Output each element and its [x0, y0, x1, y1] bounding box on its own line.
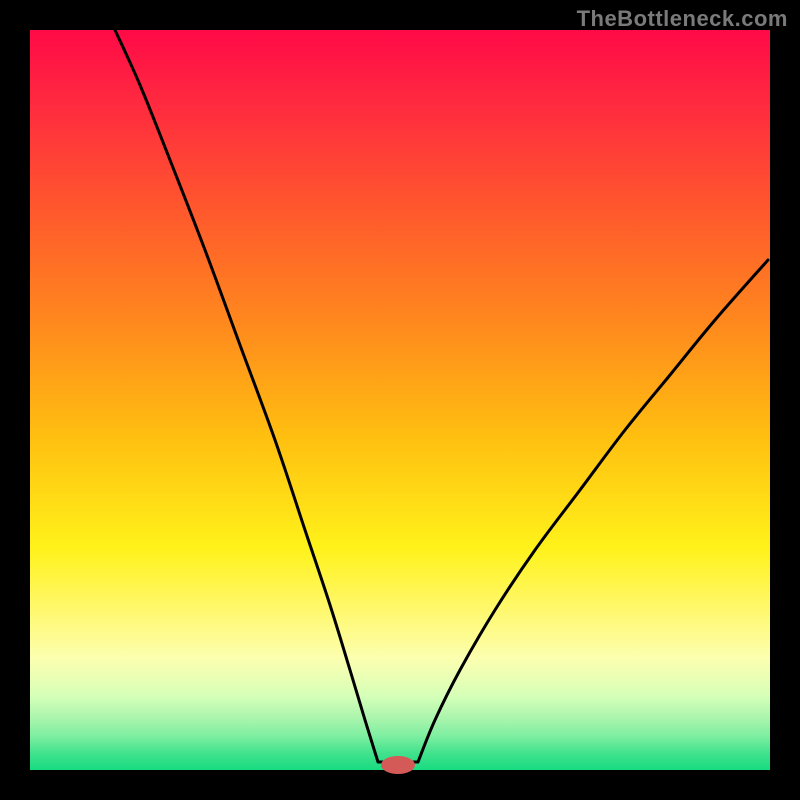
plot-area — [30, 30, 770, 770]
watermark-text: TheBottleneck.com — [577, 6, 788, 32]
optimum-marker — [381, 756, 415, 774]
chart-canvas: TheBottleneck.com — [0, 0, 800, 800]
bottleneck-chart — [0, 0, 800, 800]
